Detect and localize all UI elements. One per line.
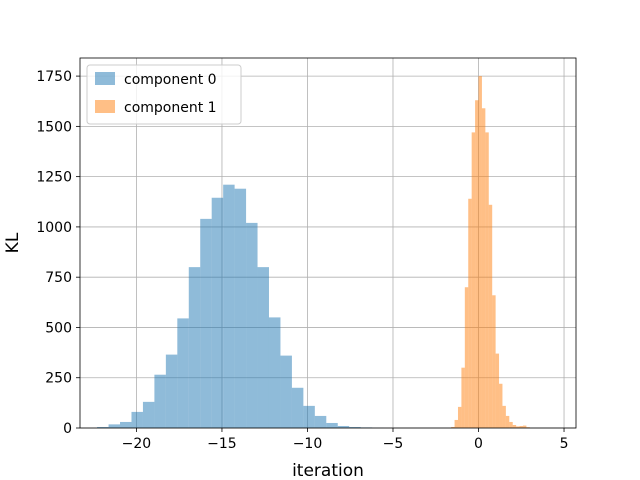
histogram-bar-component-0 — [257, 267, 269, 428]
histogram-bar-component-1 — [475, 100, 479, 428]
histogram-bar-component-0 — [188, 267, 201, 428]
histogram-bar-component-0 — [349, 426, 361, 428]
histogram-bar-component-1 — [468, 198, 472, 428]
y-tick-label: 1500 — [36, 119, 72, 135]
histogram-bar-component-0 — [303, 405, 315, 428]
histogram-bar-component-0 — [120, 421, 132, 428]
histogram-bar-component-1 — [526, 427, 530, 428]
x-axis-ticks: −20 −15 −10 −5 0 5 — [122, 428, 569, 452]
histogram-bar-component-0 — [200, 218, 212, 428]
x-tick-label: −5 — [383, 436, 404, 452]
histogram-bar-component-0 — [154, 374, 166, 428]
histogram-bar-component-1 — [519, 425, 523, 428]
histogram-bar-component-0 — [291, 387, 304, 428]
histogram-bar-component-0 — [223, 184, 235, 428]
y-tick-label: 750 — [45, 270, 72, 286]
histogram-bar-component-1 — [461, 367, 465, 428]
histogram-bar-component-1 — [485, 132, 489, 429]
plot-frame — [79, 57, 577, 429]
legend-label-component-1: component 1 — [124, 100, 217, 116]
histogram-bar-component-1 — [471, 132, 476, 429]
legend-swatch-component-0 — [95, 72, 115, 85]
y-tick-label: 0 — [63, 421, 72, 437]
histogram-bar-component-0 — [326, 422, 338, 428]
histogram-bar-component-1 — [505, 415, 510, 428]
x-tick-label: −15 — [207, 436, 237, 452]
histogram-bar-component-0 — [211, 197, 224, 428]
histogram-bar-component-0 — [280, 355, 292, 428]
histogram-bar-component-1 — [451, 426, 455, 428]
legend-label-component-0: component 0 — [124, 72, 217, 88]
legend: component 0 component 1 — [86, 64, 242, 125]
legend-box — [86, 64, 242, 125]
histogram-bar-component-0 — [142, 401, 155, 428]
y-tick-label: 1250 — [36, 170, 72, 186]
histogram-bar-component-1 — [464, 287, 469, 428]
histogram-bar-component-0 — [337, 425, 350, 428]
histogram-bar-component-1 — [457, 406, 462, 428]
x-tick-label: −20 — [122, 436, 152, 452]
histogram-bar-component-0 — [234, 188, 247, 428]
histogram-bar-component-1 — [454, 419, 458, 428]
histogram-bar-component-1 — [522, 425, 527, 428]
y-tick-label: 250 — [45, 371, 72, 387]
y-tick-label: 1750 — [36, 69, 72, 85]
histogram-bars — [97, 76, 530, 429]
histogram-bar-component-1 — [512, 424, 517, 428]
histogram-bar-component-0 — [97, 426, 109, 428]
x-tick-label: −10 — [293, 436, 323, 452]
y-tick-label: 500 — [45, 320, 72, 336]
y-tick-label: 1000 — [36, 220, 72, 236]
histogram-bar-component-1 — [516, 426, 520, 428]
histogram-bar-component-0 — [131, 411, 143, 428]
histogram-bar-component-1 — [502, 405, 506, 428]
histogram-bar-component-0 — [268, 317, 281, 428]
y-axis-ticks: 0 250 500 750 1000 1250 1500 1750 — [36, 69, 80, 437]
histogram-bar-component-1 — [488, 204, 493, 428]
histogram-bar-component-0 — [108, 424, 121, 428]
histogram-bar-component-1 — [495, 353, 500, 428]
histogram-bar-component-1 — [492, 295, 496, 428]
y-axis-label: KL — [3, 232, 23, 253]
histogram-bar-component-1 — [481, 108, 486, 429]
histogram-bar-component-0 — [177, 318, 189, 428]
x-axis-label: iteration — [292, 461, 364, 480]
histogram-bar-component-1 — [499, 383, 503, 428]
histogram-bar-component-1 — [509, 421, 513, 428]
x-tick-label: 5 — [560, 436, 569, 452]
histogram-bar-component-0 — [246, 222, 258, 428]
legend-swatch-component-1 — [95, 100, 115, 113]
x-tick-label: 0 — [474, 436, 483, 452]
histogram-bar-component-0 — [314, 415, 327, 428]
histogram-bar-component-0 — [165, 354, 178, 428]
histogram-bar-component-1 — [478, 76, 482, 428]
